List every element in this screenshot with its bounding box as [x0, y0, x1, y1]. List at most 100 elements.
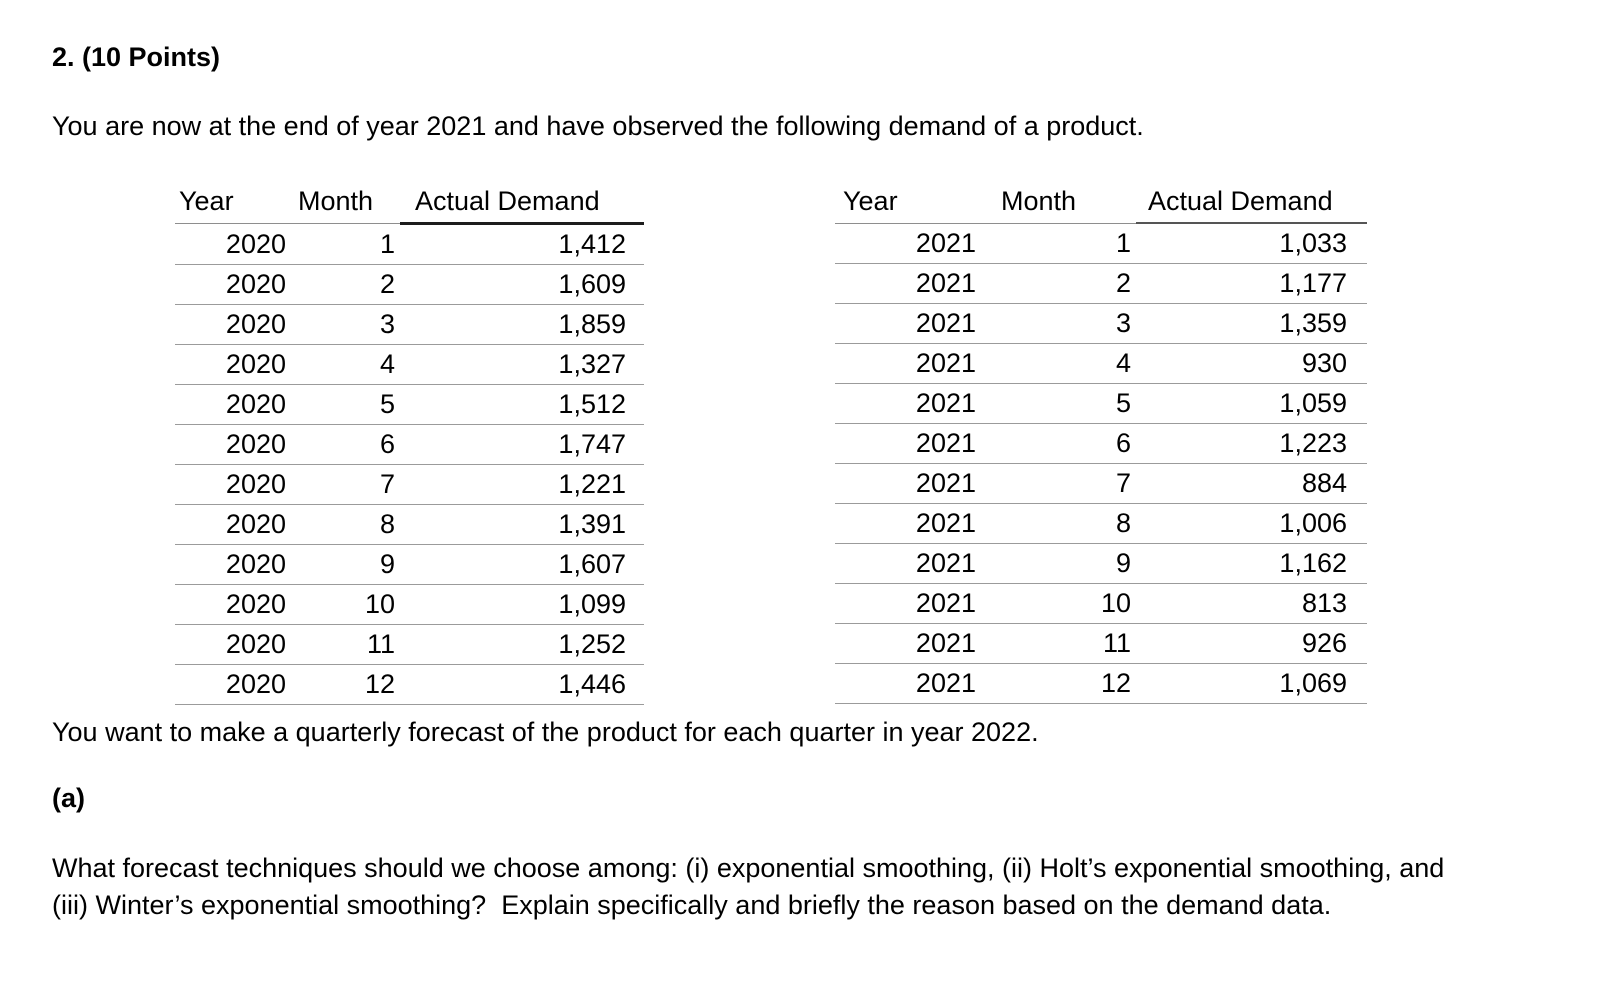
header-row: Year Month Actual Demand	[175, 184, 644, 225]
cell-demand: 1,177	[1136, 263, 1367, 304]
cell-demand: 926	[1136, 623, 1367, 664]
cell-demand: 1,359	[1136, 303, 1367, 344]
cell-year: 2021	[835, 583, 986, 624]
cell-month: 5	[986, 383, 1136, 424]
table-row: 2020 2 1,609	[175, 264, 644, 305]
problem-title: 2. (10 Points)	[52, 42, 221, 72]
cell-demand: 1,221	[400, 464, 644, 505]
cell-demand: 813	[1136, 583, 1367, 624]
cell-month: 2	[294, 264, 400, 305]
table-row: 2020 12 1,446	[175, 664, 644, 705]
cell-month: 7	[294, 464, 400, 505]
part-a-label: (a)	[52, 783, 85, 813]
table-row: 2020 7 1,221	[175, 464, 644, 505]
cell-demand: 1,609	[400, 264, 644, 305]
table-row: 2020 6 1,747	[175, 424, 644, 465]
cell-year: 2021	[835, 623, 986, 664]
table-row: 2020 8 1,391	[175, 504, 644, 545]
cell-month: 8	[294, 504, 400, 545]
cell-year: 2021	[835, 503, 986, 544]
cell-year: 2020	[175, 504, 294, 545]
table-row: 2020 11 1,252	[175, 624, 644, 665]
demand-table-2021: Year Month Actual Demand 2021 1 1,033 2021 2 1,1…	[835, 184, 1367, 704]
table-row: 2021 1 1,033	[835, 223, 1367, 264]
cell-year: 2021	[835, 263, 986, 304]
cell-demand: 1,512	[400, 384, 644, 425]
cell-month: 10	[986, 583, 1136, 624]
cell-month: 8	[986, 503, 1136, 544]
table-row: 2021 12 1,069	[835, 663, 1367, 704]
cell-demand: 1,059	[1136, 383, 1367, 424]
header-row: Year Month Actual Demand	[835, 184, 1367, 224]
cell-year: 2020	[175, 384, 294, 425]
cell-month: 9	[294, 544, 400, 585]
cell-month: 3	[986, 303, 1136, 344]
table-row: 2021 10 813	[835, 583, 1367, 624]
cell-month: 7	[986, 463, 1136, 504]
cell-month: 3	[294, 304, 400, 345]
cell-month: 5	[294, 384, 400, 425]
cell-year: 2020	[175, 624, 294, 665]
cell-demand: 1,327	[400, 344, 644, 385]
table-row: 2021 2 1,177	[835, 263, 1367, 304]
table-row: 2020 4 1,327	[175, 344, 644, 385]
cell-month: 4	[986, 343, 1136, 384]
cell-demand: 1,099	[400, 584, 644, 625]
part-a-question: What forecast techniques should we choos…	[52, 853, 1452, 920]
cell-year: 2021	[835, 423, 986, 464]
cell-year: 2020	[175, 544, 294, 585]
table-row: 2020 9 1,607	[175, 544, 644, 585]
cell-demand: 1,033	[1136, 223, 1367, 264]
cell-demand: 884	[1136, 463, 1367, 504]
cell-year: 2020	[175, 424, 294, 465]
cell-year: 2020	[175, 304, 294, 345]
table-row: 2021 7 884	[835, 463, 1367, 504]
cell-month: 11	[986, 623, 1136, 664]
cell-year: 2020	[175, 223, 294, 265]
column-header-year: Year	[835, 184, 986, 224]
table-row: 2021 9 1,162	[835, 543, 1367, 584]
cell-month: 2	[986, 263, 1136, 304]
cell-demand: 1,446	[400, 664, 644, 705]
column-header-month: Month	[294, 184, 400, 224]
intro-text: You are now at the end of year 2021 and …	[52, 111, 1144, 141]
cell-month: 12	[986, 663, 1136, 704]
cell-year: 2021	[835, 223, 986, 264]
cell-year: 2020	[175, 464, 294, 505]
cell-year: 2021	[835, 383, 986, 424]
cell-month: 6	[294, 424, 400, 465]
table-row: 2020 10 1,099	[175, 584, 644, 625]
table-row: 2021 6 1,223	[835, 423, 1367, 464]
table-row: 2020 5 1,512	[175, 384, 644, 425]
cell-year: 2020	[175, 264, 294, 305]
cell-month: 9	[986, 543, 1136, 584]
cell-year: 2021	[835, 543, 986, 584]
cell-year: 2020	[175, 664, 294, 705]
cell-month: 6	[986, 423, 1136, 464]
cell-demand: 1,747	[400, 424, 644, 465]
cell-month: 12	[294, 664, 400, 705]
cell-demand: 1,252	[400, 624, 644, 665]
cell-year: 2021	[835, 663, 986, 704]
cell-month: 1	[294, 223, 400, 265]
cell-month: 10	[294, 584, 400, 625]
table-row: 2021 3 1,359	[835, 303, 1367, 344]
forecast-note: You want to make a quarterly forecast of…	[52, 717, 1039, 747]
cell-year: 2021	[835, 303, 986, 344]
table-row: 2020 3 1,859	[175, 304, 644, 345]
cell-demand: 930	[1136, 343, 1367, 384]
cell-demand: 1,859	[400, 304, 644, 345]
cell-demand: 1,006	[1136, 503, 1367, 544]
demand-table-2020: Year Month Actual Demand 2020 1 1,412 2020 2 1,6…	[175, 184, 644, 705]
cell-demand: 1,223	[1136, 423, 1367, 464]
column-header-demand: Actual Demand	[1136, 184, 1367, 224]
cell-month: 4	[294, 344, 400, 385]
cell-month: 1	[986, 223, 1136, 264]
cell-demand: 1,412	[400, 223, 644, 265]
cell-month: 11	[294, 624, 400, 665]
cell-demand: 1,607	[400, 544, 644, 585]
table-row: 2021 4 930	[835, 343, 1367, 384]
cell-demand: 1,391	[400, 504, 644, 545]
column-header-year: Year	[175, 184, 294, 224]
